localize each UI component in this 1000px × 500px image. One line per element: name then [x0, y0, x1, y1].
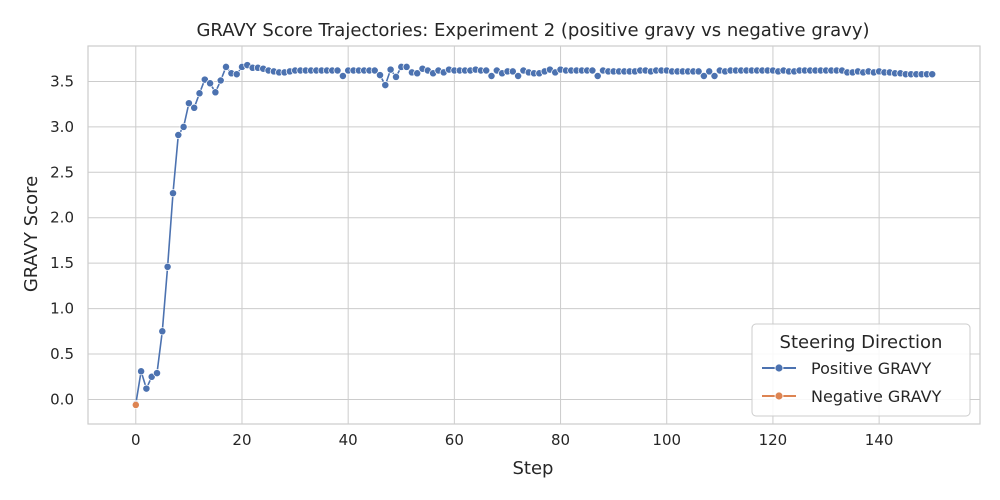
x-axis-label: Step [513, 458, 554, 479]
legend-box [751, 323, 971, 417]
x-tick-label: 40 [339, 431, 358, 449]
legend-swatch-positive-dot [774, 363, 784, 373]
data-point [381, 81, 390, 90]
data-point [153, 369, 161, 378]
data-point [222, 62, 230, 71]
x-tick-label: 0 [131, 431, 141, 449]
data-point [928, 70, 937, 79]
data-point [131, 400, 140, 409]
data-point [487, 72, 496, 80]
data-point [392, 72, 400, 81]
x-tick-label: 100 [652, 431, 681, 449]
data-point [705, 67, 714, 76]
y-tick-label: 3.0 [50, 118, 74, 136]
data-point [211, 88, 220, 97]
legend-title: Steering Direction [780, 332, 943, 353]
data-point [370, 66, 379, 75]
data-point [333, 66, 342, 75]
data-point [163, 262, 172, 271]
data-point [710, 72, 719, 80]
data-point [142, 384, 151, 393]
legend: Steering Direction Positive GRAVY Negati… [751, 323, 971, 417]
data-point [402, 62, 411, 71]
data-point [169, 189, 177, 198]
data-point [413, 69, 422, 78]
data-point [137, 367, 146, 376]
data-point [174, 131, 183, 139]
x-tick-labels: 0 20 40 60 80 100 120 140 [131, 431, 893, 449]
legend-swatch-negative-dot [774, 391, 784, 401]
x-tick-label: 60 [445, 431, 464, 449]
data-point [184, 99, 193, 108]
data-point [158, 327, 167, 336]
data-point [508, 67, 517, 76]
y-axis-label: GRAVY Score [21, 176, 42, 292]
data-point [195, 89, 204, 98]
legend-label-positive: Positive GRAVY [811, 359, 932, 378]
data-point [593, 72, 602, 80]
y-tick-label: 3.5 [50, 72, 74, 90]
y-tick-label: 1.0 [50, 300, 74, 318]
plot-frame [87, 45, 981, 425]
y-tick-labels: 0.0 0.5 1.0 1.5 2.0 2.5 3.0 3.5 [50, 72, 74, 408]
x-tick-label: 80 [551, 431, 570, 449]
data-point [376, 71, 384, 80]
series-layer [131, 61, 937, 409]
data-point [338, 72, 347, 80]
data-point [216, 76, 225, 85]
data-point [699, 72, 708, 80]
x-tick-label: 120 [759, 431, 788, 449]
data-point [386, 65, 395, 74]
y-tick-label: 0.0 [50, 390, 74, 408]
data-point [206, 79, 215, 88]
data-point [514, 72, 523, 80]
data-point [232, 70, 241, 79]
legend-label-negative: Negative GRAVY [811, 387, 942, 406]
y-tick-label: 1.5 [50, 254, 74, 272]
series-positive-gravy [131, 61, 937, 408]
y-tick-label: 2.0 [50, 209, 74, 227]
chart-title: GRAVY Score Trajectories: Experiment 2 (… [196, 20, 869, 41]
x-tick-label: 20 [232, 431, 251, 449]
data-point [190, 103, 199, 112]
x-tick-label: 140 [865, 431, 894, 449]
y-tick-label: 0.5 [50, 345, 74, 363]
data-point [482, 66, 491, 75]
data-point [147, 372, 156, 381]
data-point [588, 66, 597, 75]
series-negative-gravy [131, 400, 140, 409]
y-tick-label: 2.5 [50, 163, 74, 181]
data-point [179, 122, 188, 131]
data-point [694, 67, 703, 76]
data-point [200, 75, 209, 84]
